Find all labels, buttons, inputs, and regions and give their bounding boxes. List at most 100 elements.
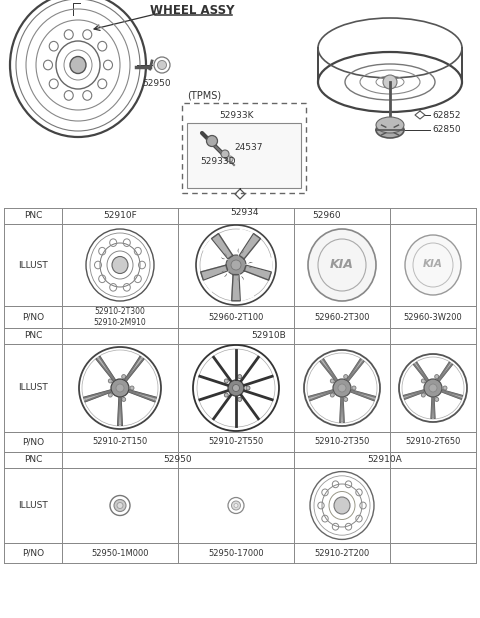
Circle shape	[330, 393, 334, 397]
Ellipse shape	[70, 56, 86, 74]
Text: KIA: KIA	[423, 259, 443, 269]
Text: 52933K: 52933K	[220, 111, 254, 120]
Text: 52910A: 52910A	[368, 455, 402, 465]
Polygon shape	[239, 229, 253, 255]
Text: 52960-2T300: 52960-2T300	[314, 313, 370, 321]
Circle shape	[238, 277, 243, 282]
Text: PNC: PNC	[24, 331, 42, 341]
Text: (TPMS): (TPMS)	[187, 91, 221, 101]
Circle shape	[227, 156, 233, 162]
Circle shape	[383, 75, 397, 89]
Circle shape	[344, 375, 348, 379]
Polygon shape	[351, 391, 375, 400]
Circle shape	[122, 375, 126, 379]
Circle shape	[249, 263, 253, 268]
Circle shape	[238, 375, 242, 379]
Polygon shape	[321, 360, 336, 380]
Polygon shape	[438, 363, 452, 380]
Ellipse shape	[308, 229, 376, 301]
Text: ILLUST: ILLUST	[18, 501, 48, 510]
Polygon shape	[129, 391, 156, 401]
Circle shape	[224, 379, 228, 383]
Text: PNC: PNC	[24, 211, 42, 221]
Text: 52910-2T150: 52910-2T150	[92, 438, 148, 446]
Circle shape	[122, 397, 126, 402]
Text: 62852: 62852	[432, 111, 460, 119]
Polygon shape	[244, 265, 271, 280]
Circle shape	[443, 386, 447, 390]
Text: WHEEL ASSY: WHEEL ASSY	[150, 4, 234, 17]
Circle shape	[246, 386, 250, 390]
Circle shape	[435, 375, 439, 379]
Polygon shape	[84, 391, 111, 401]
Polygon shape	[201, 265, 228, 280]
Circle shape	[231, 260, 241, 270]
Polygon shape	[204, 271, 228, 291]
Text: 52910-2T650: 52910-2T650	[405, 438, 461, 446]
Text: 52910-2T350: 52910-2T350	[314, 438, 370, 446]
Circle shape	[232, 384, 240, 391]
Circle shape	[206, 135, 217, 146]
Circle shape	[108, 379, 112, 383]
Polygon shape	[118, 398, 122, 425]
Circle shape	[424, 379, 442, 397]
Text: 52910F: 52910F	[103, 211, 137, 221]
Text: KIA: KIA	[330, 258, 354, 271]
Ellipse shape	[405, 235, 461, 295]
Text: 62850: 62850	[432, 125, 461, 135]
Polygon shape	[239, 234, 261, 259]
Polygon shape	[442, 391, 462, 399]
Circle shape	[231, 501, 240, 510]
Circle shape	[421, 379, 425, 383]
Circle shape	[221, 253, 227, 259]
Circle shape	[429, 384, 437, 392]
Ellipse shape	[376, 117, 404, 133]
Circle shape	[344, 397, 348, 402]
Text: 52950: 52950	[164, 455, 192, 465]
Text: PNC: PNC	[24, 455, 42, 465]
Polygon shape	[232, 274, 240, 301]
Text: ILLUST: ILLUST	[18, 261, 48, 269]
Text: P/NO: P/NO	[22, 549, 44, 557]
Polygon shape	[246, 258, 271, 272]
FancyBboxPatch shape	[187, 123, 301, 188]
Text: 52933D: 52933D	[200, 156, 236, 166]
Circle shape	[226, 255, 246, 275]
Circle shape	[111, 379, 129, 397]
Text: 24537: 24537	[234, 143, 263, 151]
Circle shape	[130, 386, 134, 390]
Circle shape	[221, 271, 227, 276]
Text: P/NO: P/NO	[22, 438, 44, 446]
Text: 52950-17000: 52950-17000	[208, 549, 264, 557]
Circle shape	[330, 379, 334, 383]
Circle shape	[221, 150, 229, 158]
Circle shape	[114, 499, 126, 512]
Polygon shape	[348, 360, 363, 380]
Text: 52910-2T200: 52910-2T200	[314, 549, 370, 557]
Text: 52910-2T550: 52910-2T550	[208, 438, 264, 446]
Ellipse shape	[376, 122, 404, 138]
Text: 52910B: 52910B	[252, 331, 287, 341]
Circle shape	[108, 393, 112, 397]
Polygon shape	[96, 357, 115, 380]
Polygon shape	[432, 398, 434, 418]
Circle shape	[421, 393, 425, 397]
Circle shape	[435, 397, 439, 402]
Circle shape	[228, 380, 244, 396]
Text: 52960-3W200: 52960-3W200	[404, 313, 462, 321]
FancyBboxPatch shape	[182, 103, 306, 193]
Circle shape	[117, 502, 123, 509]
Circle shape	[157, 61, 167, 69]
Circle shape	[238, 397, 242, 402]
Polygon shape	[204, 239, 228, 259]
Text: 52910-2T300
52910-2M910: 52910-2T300 52910-2M910	[94, 307, 146, 327]
Text: 52960-2T100: 52960-2T100	[208, 313, 264, 321]
Polygon shape	[212, 234, 233, 259]
Text: 52960: 52960	[312, 211, 341, 221]
Text: 52950: 52950	[143, 79, 171, 88]
Circle shape	[352, 386, 356, 390]
Ellipse shape	[112, 256, 128, 274]
Polygon shape	[340, 398, 344, 422]
Polygon shape	[239, 274, 253, 301]
Text: 52950-1M000: 52950-1M000	[91, 549, 149, 557]
